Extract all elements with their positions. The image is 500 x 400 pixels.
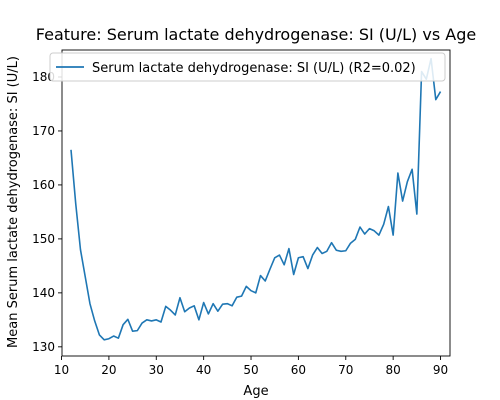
legend-entry-label: Serum lactate dehydrogenase: SI (U/L) (R… bbox=[92, 61, 416, 76]
y-axis-label: Mean Serum lactate dehydrogenase: SI (U/… bbox=[6, 56, 21, 348]
x-tick-label: 90 bbox=[433, 363, 448, 377]
y-tick-label: 180 bbox=[32, 70, 55, 84]
legend: Serum lactate dehydrogenase: SI (U/L) (R… bbox=[49, 52, 446, 82]
x-tick-label: 70 bbox=[338, 363, 353, 377]
y-tick-label: 140 bbox=[32, 286, 55, 300]
y-tick-label: 160 bbox=[32, 178, 55, 192]
x-tick-label: 30 bbox=[149, 363, 164, 377]
x-axis-ticks: 10 20 30 40 50 60 70 80 90 bbox=[54, 356, 448, 377]
chart-title: Feature: Serum lactate dehydrogenase: SI… bbox=[36, 25, 476, 44]
x-tick-label: 50 bbox=[243, 363, 258, 377]
series-line-0 bbox=[70, 57, 442, 341]
y-tick-label: 170 bbox=[32, 124, 55, 138]
x-tick-label: 40 bbox=[196, 363, 211, 377]
plot-area bbox=[61, 49, 451, 357]
legend-box bbox=[49, 52, 446, 82]
x-tick-label: 10 bbox=[54, 363, 69, 377]
y-axis-ticks: 130 140 150 160 170 180 bbox=[32, 70, 62, 354]
y-tick-label: 150 bbox=[32, 232, 55, 246]
x-tick-label: 60 bbox=[291, 363, 306, 377]
y-tick-label: 130 bbox=[32, 340, 55, 354]
plot-frame bbox=[61, 49, 451, 357]
x-axis-label: Age bbox=[243, 384, 268, 399]
x-tick-label: 80 bbox=[386, 363, 401, 377]
x-tick-label: 20 bbox=[101, 363, 116, 377]
